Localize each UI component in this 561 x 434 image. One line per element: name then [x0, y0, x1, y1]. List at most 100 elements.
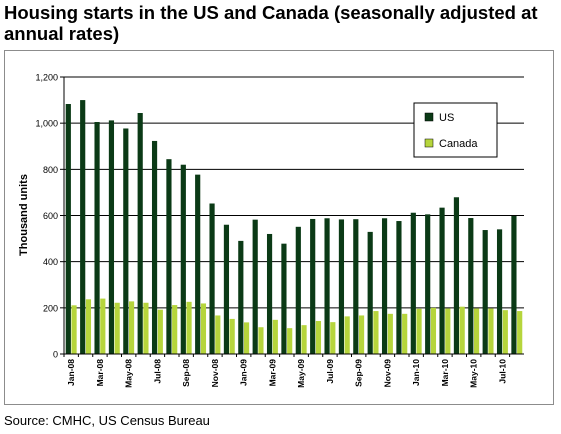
bar-us [108, 120, 115, 354]
bar-us [137, 113, 143, 354]
bar-us [468, 218, 474, 354]
x-tick-label: Sep-09 [354, 359, 364, 387]
bar-canada [229, 318, 235, 354]
bar-canada [416, 308, 422, 354]
x-tick-label: Jan-10 [411, 359, 421, 386]
x-tick-label: Mar-08 [95, 359, 105, 387]
y-tick-label: 400 [43, 257, 58, 267]
x-tick-label: Jul-09 [325, 359, 335, 384]
bar-canada [517, 311, 523, 354]
bar-us [439, 207, 445, 354]
bar-us [195, 174, 201, 354]
bar-canada [272, 319, 278, 354]
bar-us [496, 229, 503, 354]
bar-us [453, 197, 460, 354]
bar-us [223, 224, 230, 354]
bar-us [396, 221, 402, 354]
bar-canada [330, 322, 336, 354]
bar-us [367, 231, 373, 354]
bar-us [266, 233, 273, 354]
y-tick-label: 0 [53, 350, 58, 360]
bar-us [295, 226, 301, 354]
x-tick-label: Jul-10 [497, 359, 507, 384]
bar-canada [488, 308, 494, 354]
y-tick-label: 1,000 [35, 119, 58, 129]
bar-canada [387, 313, 393, 354]
axes: 0 200 400 600 800 1,000 1,200 Jan-08 Mar-08 May-0… [35, 73, 524, 388]
bar-us [281, 243, 287, 354]
legend-label-canada: Canada [439, 138, 478, 150]
x-tick-label: Jul-08 [152, 359, 162, 384]
bar-us [180, 164, 186, 354]
x-tick-label: May-08 [124, 359, 134, 388]
bar-canada [459, 306, 465, 354]
bar-canada [358, 315, 365, 354]
bar-canada [502, 310, 508, 354]
bars [65, 100, 523, 354]
bar-canada [143, 302, 149, 354]
y-tick-label: 200 [43, 303, 58, 313]
bar-canada [373, 311, 379, 354]
bar-canada [445, 308, 451, 354]
bar-canada [402, 313, 408, 354]
bar-canada [430, 307, 437, 354]
legend-label-us: US [439, 112, 454, 124]
legend-swatch-canada [424, 138, 434, 148]
bar-canada [128, 301, 135, 354]
bar-canada [186, 301, 192, 354]
bar-us [238, 240, 244, 354]
x-tick-label: Jan-09 [239, 359, 249, 386]
bar-canada [344, 316, 350, 354]
bar-canada [100, 298, 106, 354]
bar-us [381, 218, 388, 354]
bar-us [80, 100, 86, 354]
source-note: Source: CMHC, US Census Bureau [4, 413, 210, 428]
x-tick-label: Nov-09 [382, 359, 392, 388]
bar-canada [85, 299, 92, 354]
bar-us [94, 122, 100, 354]
x-tick-label: May-09 [296, 359, 306, 388]
bar-us [482, 230, 488, 354]
bar-us [252, 219, 258, 354]
legend: US Canada [413, 102, 498, 158]
bar-us [353, 219, 359, 354]
chart-title: Housing starts in the US and Canada (sea… [4, 2, 554, 44]
bar-canada [301, 325, 307, 354]
bar-us [209, 203, 215, 354]
bar-us [65, 104, 71, 354]
y-tick-label: 600 [43, 211, 58, 221]
bar-canada [315, 320, 322, 354]
bar-us [151, 140, 158, 354]
bar-canada [200, 303, 207, 354]
bar-us [511, 215, 517, 354]
bar-canada [157, 309, 163, 354]
x-tick-label: Mar-09 [267, 359, 277, 387]
x-tick-label: May-10 [469, 359, 479, 388]
bar-us [310, 218, 316, 354]
bar-canada [114, 302, 120, 354]
bar-canada [172, 305, 178, 354]
x-tick-label: Mar-10 [440, 359, 450, 387]
x-tick-label: Nov-08 [210, 359, 220, 388]
bar-us [425, 214, 431, 354]
legend-swatch-us [424, 112, 434, 122]
bar-canada [215, 315, 221, 354]
bar-us [166, 159, 172, 354]
bar-canada [287, 328, 293, 354]
bar-us [324, 218, 330, 354]
chart-title-line2: annual rates) [4, 23, 120, 44]
bar-canada [473, 308, 480, 354]
y-tick-label: 800 [43, 165, 58, 175]
bar-us [123, 128, 129, 354]
bar-canada [243, 322, 250, 354]
chart-title-line1: Housing starts in the US and Canada (sea… [4, 2, 538, 23]
bar-canada [71, 305, 77, 354]
bar-us [338, 219, 345, 354]
x-tick-label: Jan-08 [66, 359, 76, 386]
y-tick-label: 1,200 [35, 73, 58, 83]
x-tick-label: Sep-08 [181, 359, 191, 387]
y-axis-label: Thousand units [18, 174, 30, 256]
bar-canada [258, 327, 264, 354]
bar-us [410, 212, 416, 354]
